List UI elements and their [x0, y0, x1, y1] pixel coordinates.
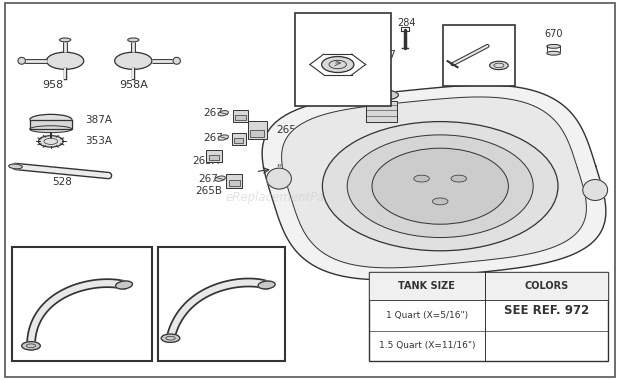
Text: SEE REF. 972: SEE REF. 972: [503, 304, 589, 317]
Ellipse shape: [218, 111, 228, 116]
Bar: [232, 133, 246, 145]
Ellipse shape: [433, 198, 448, 205]
Ellipse shape: [115, 52, 152, 70]
Bar: [229, 180, 240, 185]
Bar: [485, 272, 608, 300]
Ellipse shape: [322, 122, 558, 251]
Bar: [206, 150, 222, 161]
Ellipse shape: [267, 168, 291, 189]
Ellipse shape: [46, 52, 84, 70]
Ellipse shape: [414, 175, 429, 182]
Bar: [369, 272, 485, 300]
Bar: [233, 110, 248, 122]
Ellipse shape: [490, 61, 508, 70]
Text: "X": "X": [276, 164, 291, 174]
Text: 353A: 353A: [86, 136, 113, 146]
Text: 267: 267: [203, 133, 223, 142]
Text: 187: 187: [164, 252, 185, 261]
Bar: [226, 174, 242, 187]
Ellipse shape: [30, 126, 72, 133]
Ellipse shape: [365, 90, 399, 100]
Ellipse shape: [258, 281, 275, 289]
Text: 1 Quart (X=5/16"): 1 Quart (X=5/16"): [386, 311, 468, 320]
Bar: [248, 121, 267, 138]
Text: 265: 265: [276, 125, 296, 135]
Text: 387A: 387A: [86, 116, 113, 125]
Bar: [236, 115, 246, 120]
Ellipse shape: [115, 281, 133, 289]
Bar: [234, 138, 243, 143]
Ellipse shape: [322, 57, 354, 73]
Ellipse shape: [347, 135, 533, 238]
Text: 958A: 958A: [119, 81, 148, 90]
Bar: [12, 247, 152, 361]
Text: 601: 601: [40, 346, 96, 358]
Text: 187A: 187A: [19, 252, 48, 261]
Ellipse shape: [215, 176, 225, 181]
Text: 670: 670: [544, 29, 563, 39]
Text: eReplacementParts.com: eReplacementParts.com: [226, 191, 370, 204]
Bar: [250, 130, 264, 136]
Bar: [443, 25, 515, 86]
Text: 188: 188: [448, 28, 468, 38]
Text: COLORS: COLORS: [524, 281, 569, 291]
Ellipse shape: [451, 175, 467, 182]
Ellipse shape: [547, 44, 560, 48]
Ellipse shape: [128, 38, 139, 42]
Ellipse shape: [30, 114, 72, 125]
Text: 601: 601: [185, 339, 242, 358]
Text: 1.5 Quart (X=11/16"): 1.5 Quart (X=11/16"): [379, 341, 475, 350]
Text: 528: 528: [52, 177, 72, 187]
Ellipse shape: [173, 57, 180, 64]
Ellipse shape: [372, 148, 508, 224]
Ellipse shape: [161, 334, 180, 342]
Bar: [208, 155, 219, 160]
Text: 958: 958: [42, 81, 63, 90]
Bar: [366, 101, 397, 122]
Ellipse shape: [60, 38, 71, 42]
Bar: [158, 247, 285, 361]
Text: 267: 267: [203, 108, 223, 118]
Text: 972: 972: [310, 17, 330, 27]
Ellipse shape: [22, 342, 40, 350]
Polygon shape: [281, 97, 587, 268]
Text: 284: 284: [397, 18, 415, 28]
Bar: [369, 272, 608, 361]
Text: 267: 267: [198, 174, 218, 184]
Ellipse shape: [38, 136, 63, 147]
Ellipse shape: [18, 57, 25, 64]
Polygon shape: [262, 85, 606, 280]
Bar: [30, 120, 72, 129]
Ellipse shape: [547, 51, 560, 55]
Ellipse shape: [218, 135, 228, 140]
Text: 265B: 265B: [195, 186, 223, 196]
Bar: [294, 13, 391, 106]
Ellipse shape: [9, 164, 22, 169]
Text: TANK SIZE: TANK SIZE: [398, 281, 455, 291]
Text: 265A: 265A: [192, 156, 219, 166]
Ellipse shape: [583, 179, 608, 201]
Text: 957: 957: [376, 50, 396, 60]
